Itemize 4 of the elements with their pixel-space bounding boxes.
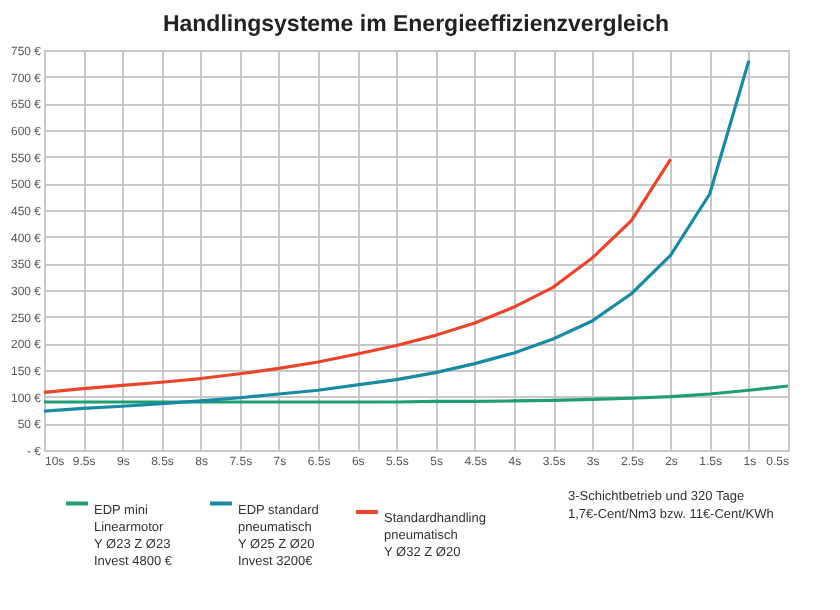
- chart-title: Handlingsysteme im Energieeffizienzvergleich: [162, 13, 670, 37]
- line-series: [42, 157, 673, 394]
- line-series: [42, 384, 790, 404]
- line-series: [42, 59, 751, 413]
